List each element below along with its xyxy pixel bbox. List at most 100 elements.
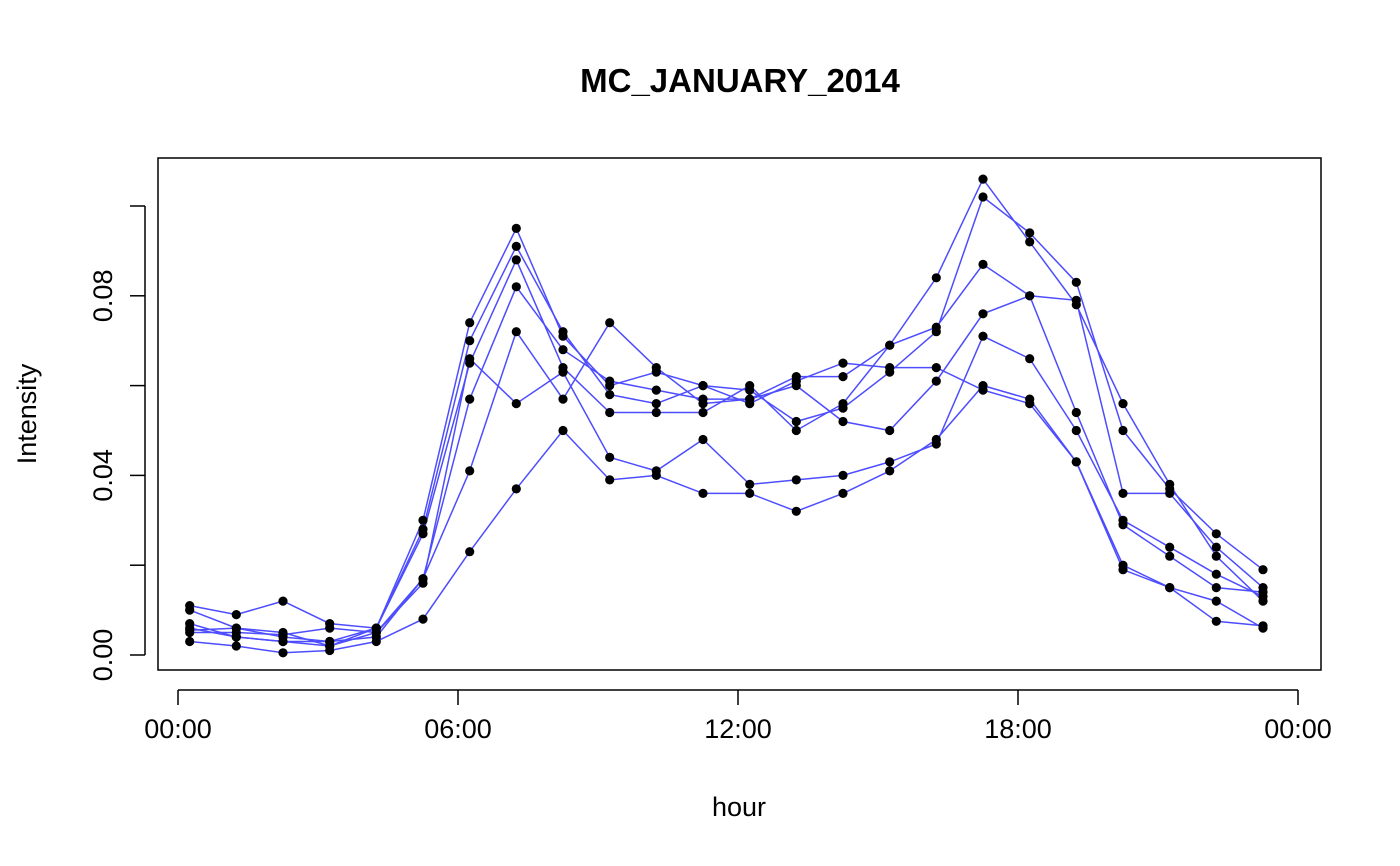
series-lines	[189, 177, 1264, 654]
data-point-s3-10	[605, 407, 615, 418]
data-point-s7-4	[325, 645, 335, 656]
data-point-s6-3	[278, 630, 288, 640]
data-point-s7-8	[511, 484, 521, 494]
data-point-s6-6	[418, 578, 428, 588]
data-point-s3-11	[651, 407, 661, 418]
data-point-s7-11	[651, 470, 661, 480]
data-point-s6-7	[465, 354, 475, 364]
data-point-s6-13	[745, 479, 755, 489]
data-point-s2-19	[1025, 228, 1035, 238]
data-point-s7-9	[558, 425, 568, 436]
data-point-s5-20	[1071, 407, 1081, 418]
data-point-s3-21	[1118, 399, 1128, 409]
data-point-s5-15	[838, 416, 848, 427]
data-point-s3-13	[745, 381, 755, 391]
data-point-s2-18	[978, 192, 988, 202]
data-point-s5-10	[605, 318, 615, 328]
x-tick-label: 18:00	[984, 714, 1052, 744]
data-point-s7-7	[465, 547, 475, 557]
data-point-s7-1	[185, 636, 195, 647]
data-point-s6-16	[885, 457, 895, 467]
data-point-s5-12	[698, 399, 708, 409]
data-point-s6-21	[1118, 515, 1128, 525]
data-point-s7-12	[698, 488, 708, 498]
data-point-s6-14	[791, 475, 801, 485]
series-line-1	[189, 226, 1264, 643]
y-tick-label: 0.04	[88, 449, 118, 502]
data-point-s4-7	[465, 394, 475, 404]
data-point-s1-23	[1211, 596, 1221, 606]
data-point-s3-14	[791, 425, 801, 436]
data-point-s6-15	[838, 470, 848, 480]
x-axis-label: hour	[712, 792, 766, 822]
data-point-s2-23	[1211, 529, 1221, 539]
data-point-s5-9	[558, 394, 568, 404]
data-point-s4-9	[558, 345, 568, 355]
series-line-5	[189, 294, 1264, 643]
data-point-s7-15	[838, 488, 848, 498]
data-point-s7-22	[1165, 583, 1175, 593]
data-point-s5-22	[1165, 551, 1175, 561]
data-point-s6-8	[511, 399, 521, 409]
data-point-s2-10	[605, 390, 615, 400]
data-point-s6-12	[698, 434, 708, 445]
data-point-s6-5	[371, 627, 381, 638]
data-point-s7-17	[931, 434, 941, 445]
data-point-s4-22	[1165, 488, 1175, 498]
data-point-s7-5	[371, 636, 381, 647]
data-point-s6-4	[325, 623, 335, 633]
data-point-s6-10	[605, 452, 615, 462]
data-point-s7-14	[791, 506, 801, 516]
data-point-s3-8	[511, 255, 521, 265]
data-point-s3-3	[278, 596, 288, 606]
x-tick-label: 06:00	[424, 714, 492, 744]
data-point-s7-13	[745, 488, 755, 498]
data-point-s2-8	[511, 241, 521, 251]
data-point-s1-6	[418, 515, 428, 525]
data-point-s3-2	[231, 610, 241, 620]
data-point-s2-9	[558, 327, 568, 337]
data-point-s2-16	[885, 367, 895, 377]
data-point-s4-15	[838, 372, 848, 382]
x-tick-label: 00:00	[144, 714, 212, 744]
data-point-s3-17	[931, 273, 941, 283]
data-point-s7-3	[278, 648, 288, 658]
data-point-s7-23	[1211, 616, 1221, 626]
data-point-s7-21	[1118, 565, 1128, 575]
data-point-s6-1	[185, 627, 195, 638]
data-point-s2-14	[791, 416, 801, 427]
data-point-s5-7	[465, 466, 475, 476]
data-point-s2-20	[1071, 277, 1081, 287]
series-line-7	[189, 384, 1264, 654]
data-point-s6-20	[1071, 425, 1081, 436]
data-point-s5-18	[978, 309, 988, 319]
data-point-s5-23	[1211, 583, 1221, 593]
data-point-s4-23	[1211, 542, 1221, 552]
chart-title: MC_JANUARY_2014	[580, 62, 900, 99]
data-point-s5-3	[278, 636, 288, 647]
data-point-s5-8	[511, 327, 521, 337]
series-points	[185, 174, 1268, 658]
data-point-s1-8	[511, 223, 521, 233]
data-point-s4-8	[511, 282, 521, 292]
data-point-s5-19	[1025, 291, 1035, 301]
data-point-s4-20	[1071, 295, 1081, 305]
data-point-s1-7	[465, 318, 475, 328]
x-axis: 00:00 06:00 12:00 18:00 00:00	[144, 689, 1332, 744]
data-point-s2-12	[698, 381, 708, 391]
data-point-s4-18	[978, 259, 988, 269]
data-point-s5-13	[745, 394, 755, 404]
data-point-s4-1	[185, 605, 195, 615]
data-point-s3-12	[698, 407, 708, 418]
data-point-s1-15	[838, 358, 848, 368]
data-point-s3-18	[978, 174, 988, 184]
data-point-s5-16	[885, 425, 895, 436]
data-point-s7-24	[1258, 621, 1268, 631]
series-line-2	[189, 195, 1264, 647]
data-point-s4-17	[931, 322, 941, 332]
data-point-s6-2	[231, 627, 241, 638]
y-tick-label: 0.00	[88, 629, 118, 682]
data-point-s7-18	[978, 381, 988, 391]
data-point-s7-16	[885, 466, 895, 476]
